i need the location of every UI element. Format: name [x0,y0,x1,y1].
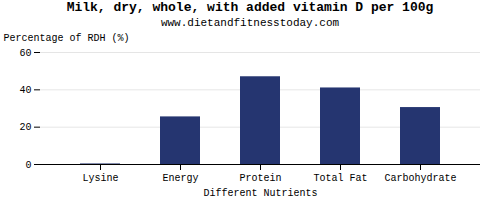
svg-text:Lysine: Lysine [82,173,118,184]
svg-text:0: 0 [25,160,31,171]
svg-text:20: 20 [19,122,31,133]
svg-text:Energy: Energy [162,173,198,184]
svg-text:Carbohydrate: Carbohydrate [384,173,456,184]
html-text:www.dietandfitnesstoday.com: www.dietandfitnesstoday.com [160,17,340,29]
svg-text:Different Nutrients: Different Nutrients [203,188,317,199]
svg-text:40: 40 [19,85,31,96]
svg-text:Protein: Protein [239,173,281,184]
svg-text:60: 60 [19,48,31,59]
svg-text:Total Fat: Total Fat [313,173,367,184]
html-text:Milk, dry, whole, with added v: Milk, dry, whole, with added vitamin D p… [66,0,434,15]
svg-text:Percentage of RDH (%): Percentage of RDH (%) [4,33,130,44]
